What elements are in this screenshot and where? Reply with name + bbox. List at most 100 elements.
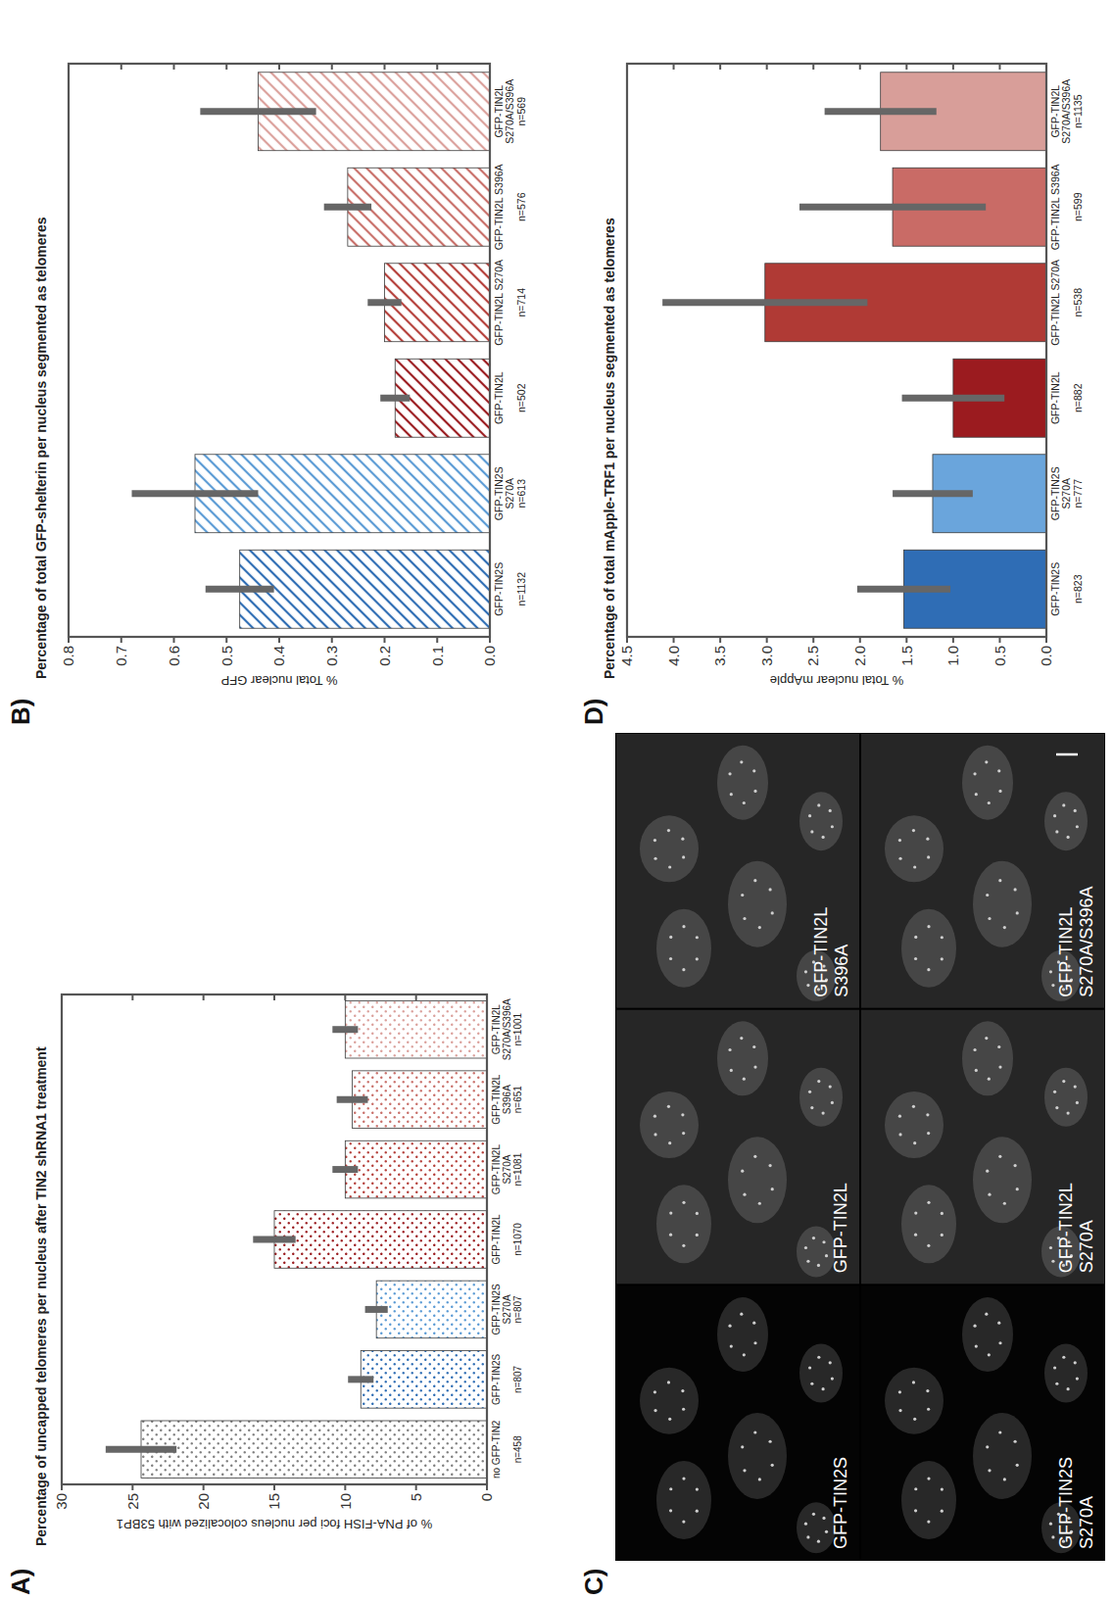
focus (1013, 887, 1017, 891)
plot-frame (61, 994, 487, 1485)
focus (681, 1201, 685, 1205)
nucleus (884, 815, 944, 882)
y-tick (225, 636, 228, 643)
focus (727, 1324, 731, 1328)
nucleus (639, 1367, 699, 1435)
y-tick-label: 10 (337, 1493, 354, 1510)
sample-size: n=569 (515, 96, 528, 127)
focus (695, 1487, 699, 1491)
focus (808, 1365, 812, 1369)
focus (752, 1321, 756, 1325)
y-tick-label: 5 (407, 1493, 425, 1501)
focus (985, 1169, 989, 1173)
focus (912, 828, 916, 832)
focus (739, 1312, 743, 1316)
focus (940, 957, 944, 961)
focus (680, 1389, 684, 1393)
focus (681, 1519, 685, 1523)
focus (752, 1045, 756, 1049)
image-label-line: S270A (1076, 1496, 1097, 1549)
focus (758, 1477, 762, 1481)
focus (926, 1476, 930, 1480)
image-label-line: S396A (831, 944, 852, 998)
focus (817, 1540, 821, 1544)
image-tile (861, 1010, 1105, 1285)
y-tick (488, 636, 491, 643)
focus (817, 1355, 821, 1359)
category-line: S270A (1060, 478, 1072, 510)
error-bar (347, 1375, 374, 1383)
nucleus (901, 909, 957, 988)
category-label: GFP-TIN2SS270A (1049, 466, 1072, 521)
focus (898, 838, 902, 842)
category-line: S270A (501, 1154, 513, 1184)
focus (1016, 911, 1019, 915)
y-tick-label: 4.0 (665, 645, 682, 667)
focus (653, 1390, 657, 1394)
nucleus (884, 1367, 944, 1435)
category-line: S270A (503, 478, 516, 510)
focus (653, 1408, 657, 1412)
focus (668, 1417, 672, 1421)
focus (669, 1233, 673, 1237)
nucleus (727, 1412, 787, 1500)
image-label: GFP-TIN2L (830, 1182, 851, 1273)
category-label: GFP-TIN2L S270A (492, 259, 505, 346)
focus (817, 803, 821, 807)
y-tick (415, 1484, 418, 1491)
focus (824, 1254, 828, 1258)
focus (926, 1244, 930, 1248)
nucleus (884, 1091, 944, 1159)
bar (274, 1210, 487, 1269)
error-bar (105, 1446, 177, 1453)
nucleus (656, 1460, 712, 1540)
focus (1049, 1246, 1053, 1250)
focus (810, 829, 814, 833)
focus (828, 1085, 832, 1089)
y-tick (998, 636, 1001, 643)
image-tile (616, 733, 860, 1009)
nucleus (799, 1343, 843, 1403)
focus (1055, 829, 1059, 833)
plot-frame (68, 63, 490, 637)
focus (653, 1132, 657, 1136)
focus (681, 1244, 685, 1248)
y-tick (278, 636, 281, 643)
y-tick (173, 63, 176, 70)
y-tick (415, 994, 418, 1001)
focus (925, 1113, 929, 1116)
nucleus (962, 745, 1014, 821)
y-tick (331, 63, 334, 70)
nucleus (656, 909, 712, 988)
focus (913, 1417, 917, 1421)
focus (987, 801, 991, 805)
y-tick-label: 2.5 (804, 645, 822, 667)
y-tick-label: 0.0 (1037, 645, 1055, 667)
sample-size: n=882 (1071, 383, 1084, 413)
focus (1075, 1376, 1079, 1380)
y-tick (60, 1484, 63, 1491)
focus (1075, 824, 1079, 828)
error-bar (380, 394, 410, 402)
focus (1013, 1163, 1017, 1167)
image-label-line: GFP-TIN2S (1056, 1456, 1076, 1549)
focus (669, 935, 673, 939)
category-label: GFP-TIN2LS270A/S396A (492, 79, 516, 145)
y-tick (719, 636, 722, 643)
category-label: GFP-TIN2L (492, 371, 505, 425)
focus (998, 1064, 1002, 1068)
error-bar (252, 1236, 295, 1244)
image-label: GFP-TIN2LS396A (811, 907, 852, 998)
focus (1049, 1522, 1053, 1526)
y-tick (384, 636, 387, 643)
y-tick-label: 0.0 (481, 645, 498, 667)
focus (806, 1535, 810, 1539)
focus (824, 1530, 828, 1534)
y-tick (202, 994, 205, 1001)
focus (822, 835, 825, 839)
image-panel: C)GFP-TIN2SGFP-TIN2LGFP-TIN2LS396AGFP-TI… (579, 732, 1106, 1596)
y-tick-label: 0.1 (429, 645, 446, 667)
focus (653, 857, 657, 861)
chart-title: Percentage of uncapped telomeres per nuc… (33, 1046, 49, 1547)
focus (914, 935, 918, 939)
